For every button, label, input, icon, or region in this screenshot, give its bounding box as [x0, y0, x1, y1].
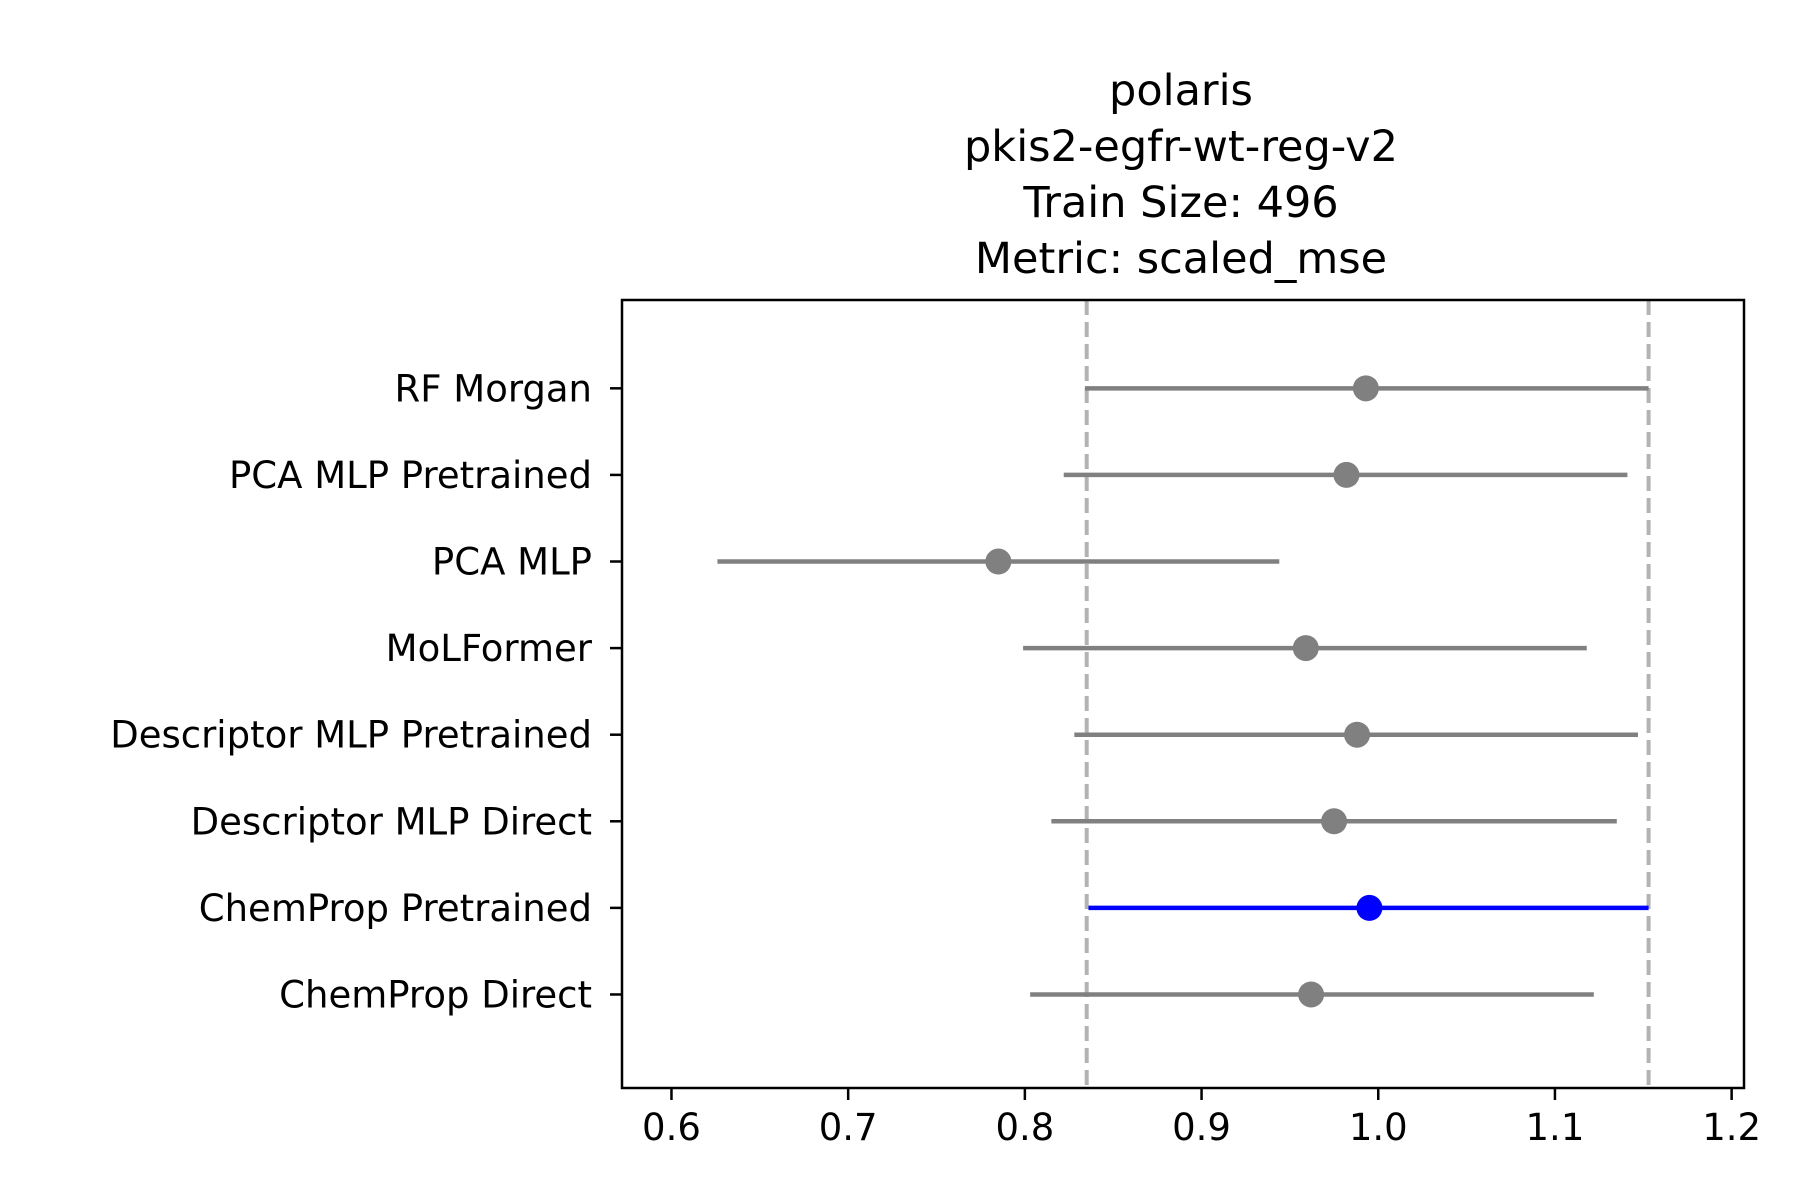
reference-lines: [1084, 300, 1651, 1088]
y-axis-ticks: RF Morgan PCA MLP Pretrained PCA MLP MoLFor…: [110, 367, 622, 1016]
title-line-3: Train Size: 496: [1022, 178, 1338, 228]
plot-frame: [620, 298, 1746, 1090]
title-line-4: Metric: scaled_mse: [975, 234, 1387, 284]
x-axis-ticks: 0.6 0.7 0.8 0.9 1.0 1.1 1.2: [642, 1088, 1761, 1149]
point-molformer: [1292, 635, 1319, 662]
point-descriptor-mlp-direct: [1321, 808, 1348, 835]
x-tick-label-6: 1.2: [1702, 1106, 1761, 1149]
x-tick-label-1: 0.7: [819, 1106, 878, 1149]
series-group: [717, 375, 1649, 1008]
y-tick-label-pca-mlp: PCA MLP: [432, 541, 592, 584]
y-tick-label-pca-mlp-pretrained: PCA MLP Pretrained: [229, 454, 592, 497]
x-tick-label-4: 1.0: [1349, 1106, 1408, 1149]
chart-title: polaris pkis2-egfr-wt-reg-v2 Train Size:…: [964, 66, 1398, 284]
y-tick-label-chemprop-direct: ChemProp Direct: [279, 973, 592, 1016]
y-tick-label-rf-morgan: RF Morgan: [395, 367, 592, 410]
point-pca-mlp-pretrained: [1333, 461, 1360, 488]
y-tick-label-molformer: MoLFormer: [386, 627, 593, 670]
x-tick-label-2: 0.8: [995, 1106, 1054, 1149]
y-tick-label-chemprop-pretrained: ChemProp Pretrained: [199, 887, 592, 930]
point-pca-mlp: [985, 548, 1012, 575]
point-descriptor-mlp-pretrained: [1344, 721, 1371, 748]
axes: [620, 298, 1746, 1090]
point-chemprop-pretrained: [1356, 894, 1383, 921]
x-tick-label-3: 0.9: [1172, 1106, 1231, 1149]
y-tick-label-descriptor-mlp-pretrained: Descriptor MLP Pretrained: [110, 714, 592, 757]
x-tick-label-0: 0.6: [642, 1106, 701, 1149]
x-tick-label-5: 1.1: [1526, 1106, 1585, 1149]
point-rf-morgan: [1352, 375, 1379, 402]
y-tick-label-descriptor-mlp-direct: Descriptor MLP Direct: [191, 800, 592, 843]
point-chemprop-direct: [1298, 981, 1325, 1008]
title-line-1: polaris: [1109, 66, 1253, 116]
title-line-2: pkis2-egfr-wt-reg-v2: [964, 122, 1398, 172]
